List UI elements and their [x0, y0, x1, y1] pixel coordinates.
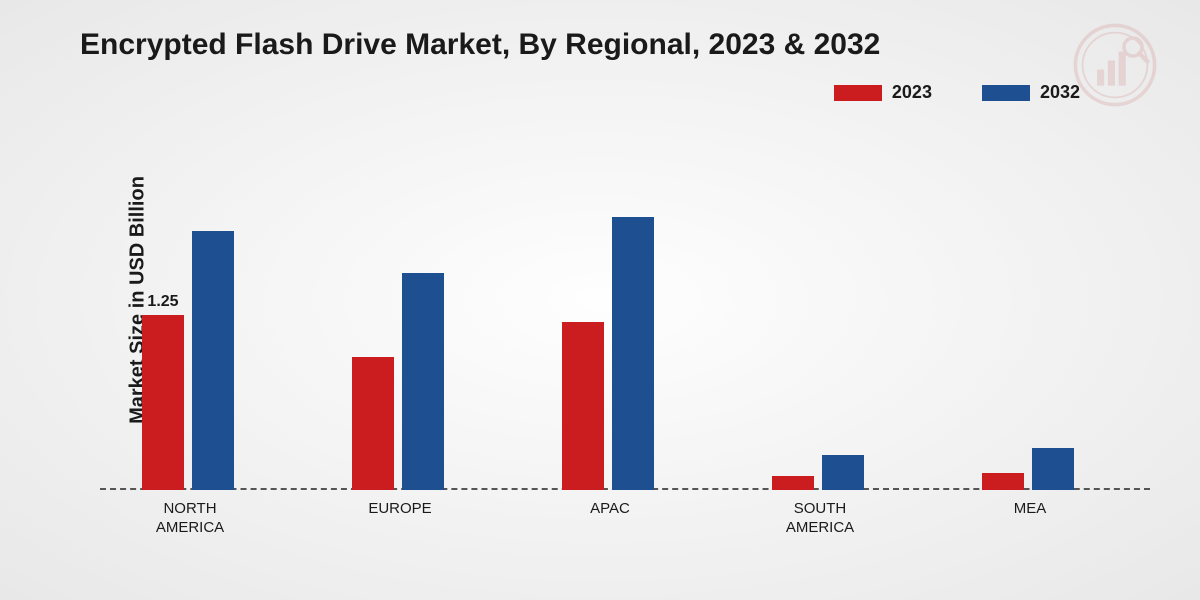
bar-2032 [822, 455, 864, 490]
bar-group: 1.25NORTH AMERICA [130, 140, 250, 490]
bar-value-label: 1.25 [147, 293, 178, 311]
watermark-icon [1070, 20, 1160, 110]
bar-2032 [192, 231, 234, 490]
bar-2023 [352, 357, 394, 490]
bar-2032 [402, 273, 444, 490]
bar-group: MEA [970, 140, 1090, 490]
bar-2032 [1032, 448, 1074, 490]
legend-label-2023: 2023 [892, 82, 932, 103]
legend-item-2023: 2023 [834, 82, 932, 103]
bar-group: SOUTH AMERICA [760, 140, 880, 490]
legend: 2023 2032 [834, 82, 1080, 103]
x-axis-label: SOUTH AMERICA [786, 500, 854, 538]
x-axis-label: NORTH AMERICA [156, 500, 224, 538]
bar-2023 [772, 476, 814, 490]
bar-2023 [562, 322, 604, 490]
legend-swatch-2032 [982, 85, 1030, 101]
x-axis-label: MEA [1014, 500, 1047, 519]
bar-2032 [612, 217, 654, 490]
legend-swatch-2023 [834, 85, 882, 101]
x-axis-label: EUROPE [368, 500, 431, 519]
bar-group: APAC [550, 140, 670, 490]
legend-item-2032: 2032 [982, 82, 1080, 103]
legend-label-2032: 2032 [1040, 82, 1080, 103]
plot-area: 1.25NORTH AMERICA EUROPE APAC SOUTH AMERICA… [100, 140, 1150, 490]
chart-title: Encrypted Flash Drive Market, By Regiona… [80, 28, 880, 62]
bar-2023: 1.25 [142, 315, 184, 490]
bar-group: EUROPE [340, 140, 460, 490]
bar-2023 [982, 473, 1024, 490]
x-axis-label: APAC [590, 500, 630, 519]
